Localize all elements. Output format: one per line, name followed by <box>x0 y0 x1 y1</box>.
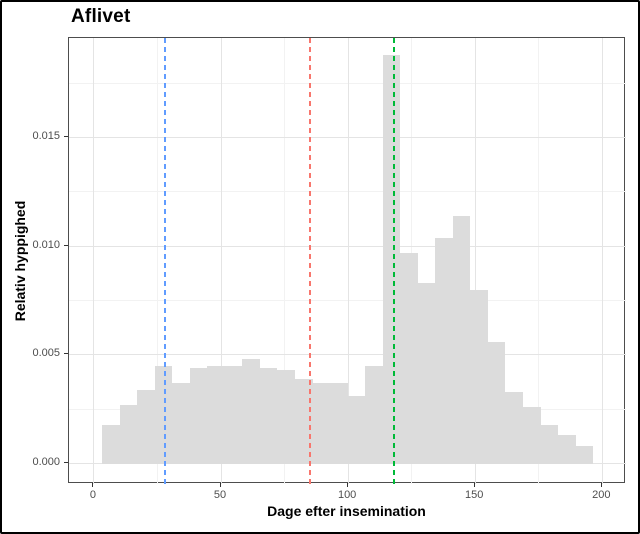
grid-major-vertical <box>93 38 95 484</box>
y-axis-tick <box>64 462 68 464</box>
grid-major-horizontal <box>69 463 626 465</box>
histogram-bar <box>224 365 243 464</box>
grid-minor-horizontal <box>69 191 626 193</box>
histogram-bar <box>505 391 524 464</box>
x-axis-tick <box>219 483 221 487</box>
histogram-bar <box>487 341 506 464</box>
histogram-bar <box>154 365 173 464</box>
histogram-bar <box>242 359 260 464</box>
x-tick-label: 150 <box>465 489 484 501</box>
histogram-bar <box>523 407 541 464</box>
grid-major-vertical <box>474 38 476 484</box>
plot-panel <box>68 37 626 484</box>
histogram-bar <box>575 446 594 464</box>
grid-minor-vertical <box>284 38 286 484</box>
histogram-bar <box>330 383 348 464</box>
histogram-bar <box>347 396 366 464</box>
grid-major-vertical <box>220 38 222 484</box>
y-tick-label: 0.005 <box>32 347 60 360</box>
histogram-bar <box>277 370 295 464</box>
histogram-bar <box>119 405 138 464</box>
red-dashed-vline <box>309 38 311 484</box>
grid-minor-vertical <box>156 38 158 484</box>
x-axis-tick <box>600 483 602 487</box>
histogram-bar <box>295 378 313 464</box>
histogram-bar <box>312 383 331 464</box>
x-tick-label: 100 <box>337 489 357 501</box>
histogram-bar <box>207 365 225 464</box>
x-axis-tick <box>473 483 475 487</box>
histogram-bar <box>189 368 208 464</box>
grid-major-horizontal <box>69 136 626 138</box>
grid-minor-horizontal <box>69 300 626 302</box>
x-axis-title: Dage efter insemination <box>267 503 426 519</box>
histogram-bar <box>540 424 559 464</box>
x-tick-label: 0 <box>89 489 96 501</box>
histogram-bar <box>417 283 436 464</box>
grid-major-horizontal <box>69 354 626 356</box>
x-tick-label: 50 <box>213 489 227 501</box>
y-axis-title: Relativ hyppighed <box>12 200 28 322</box>
grid-major-horizontal <box>69 245 626 247</box>
y-axis-tick <box>64 135 68 137</box>
histogram-bar <box>452 215 471 464</box>
histogram-bar <box>400 252 418 464</box>
y-tick-label: 0.000 <box>32 456 60 469</box>
chart-title: Aflivet <box>71 6 131 27</box>
grid-major-vertical <box>601 38 603 484</box>
histogram-bar <box>102 424 120 464</box>
grid-minor-vertical <box>538 38 540 484</box>
histogram-bar <box>435 237 453 464</box>
histogram-bar <box>259 368 278 464</box>
x-tick-label: 200 <box>592 489 611 501</box>
histogram-bar <box>172 383 190 464</box>
histogram-bar <box>558 435 576 464</box>
green-dashed-vline <box>392 38 395 484</box>
grid-minor-horizontal <box>69 82 626 84</box>
y-tick-label: 0.015 <box>32 129 60 142</box>
x-axis-tick <box>346 483 348 487</box>
blue-dashed-vline <box>164 38 167 484</box>
histogram-bar <box>470 289 488 464</box>
histogram-bar <box>137 389 155 464</box>
x-axis-tick <box>92 483 94 487</box>
y-axis-tick <box>64 353 68 355</box>
histogram-bar <box>365 365 383 464</box>
histogram-bar <box>382 54 401 464</box>
y-axis-tick <box>64 244 68 246</box>
y-tick-label: 0.010 <box>32 238 60 251</box>
grid-major-vertical <box>347 38 349 484</box>
